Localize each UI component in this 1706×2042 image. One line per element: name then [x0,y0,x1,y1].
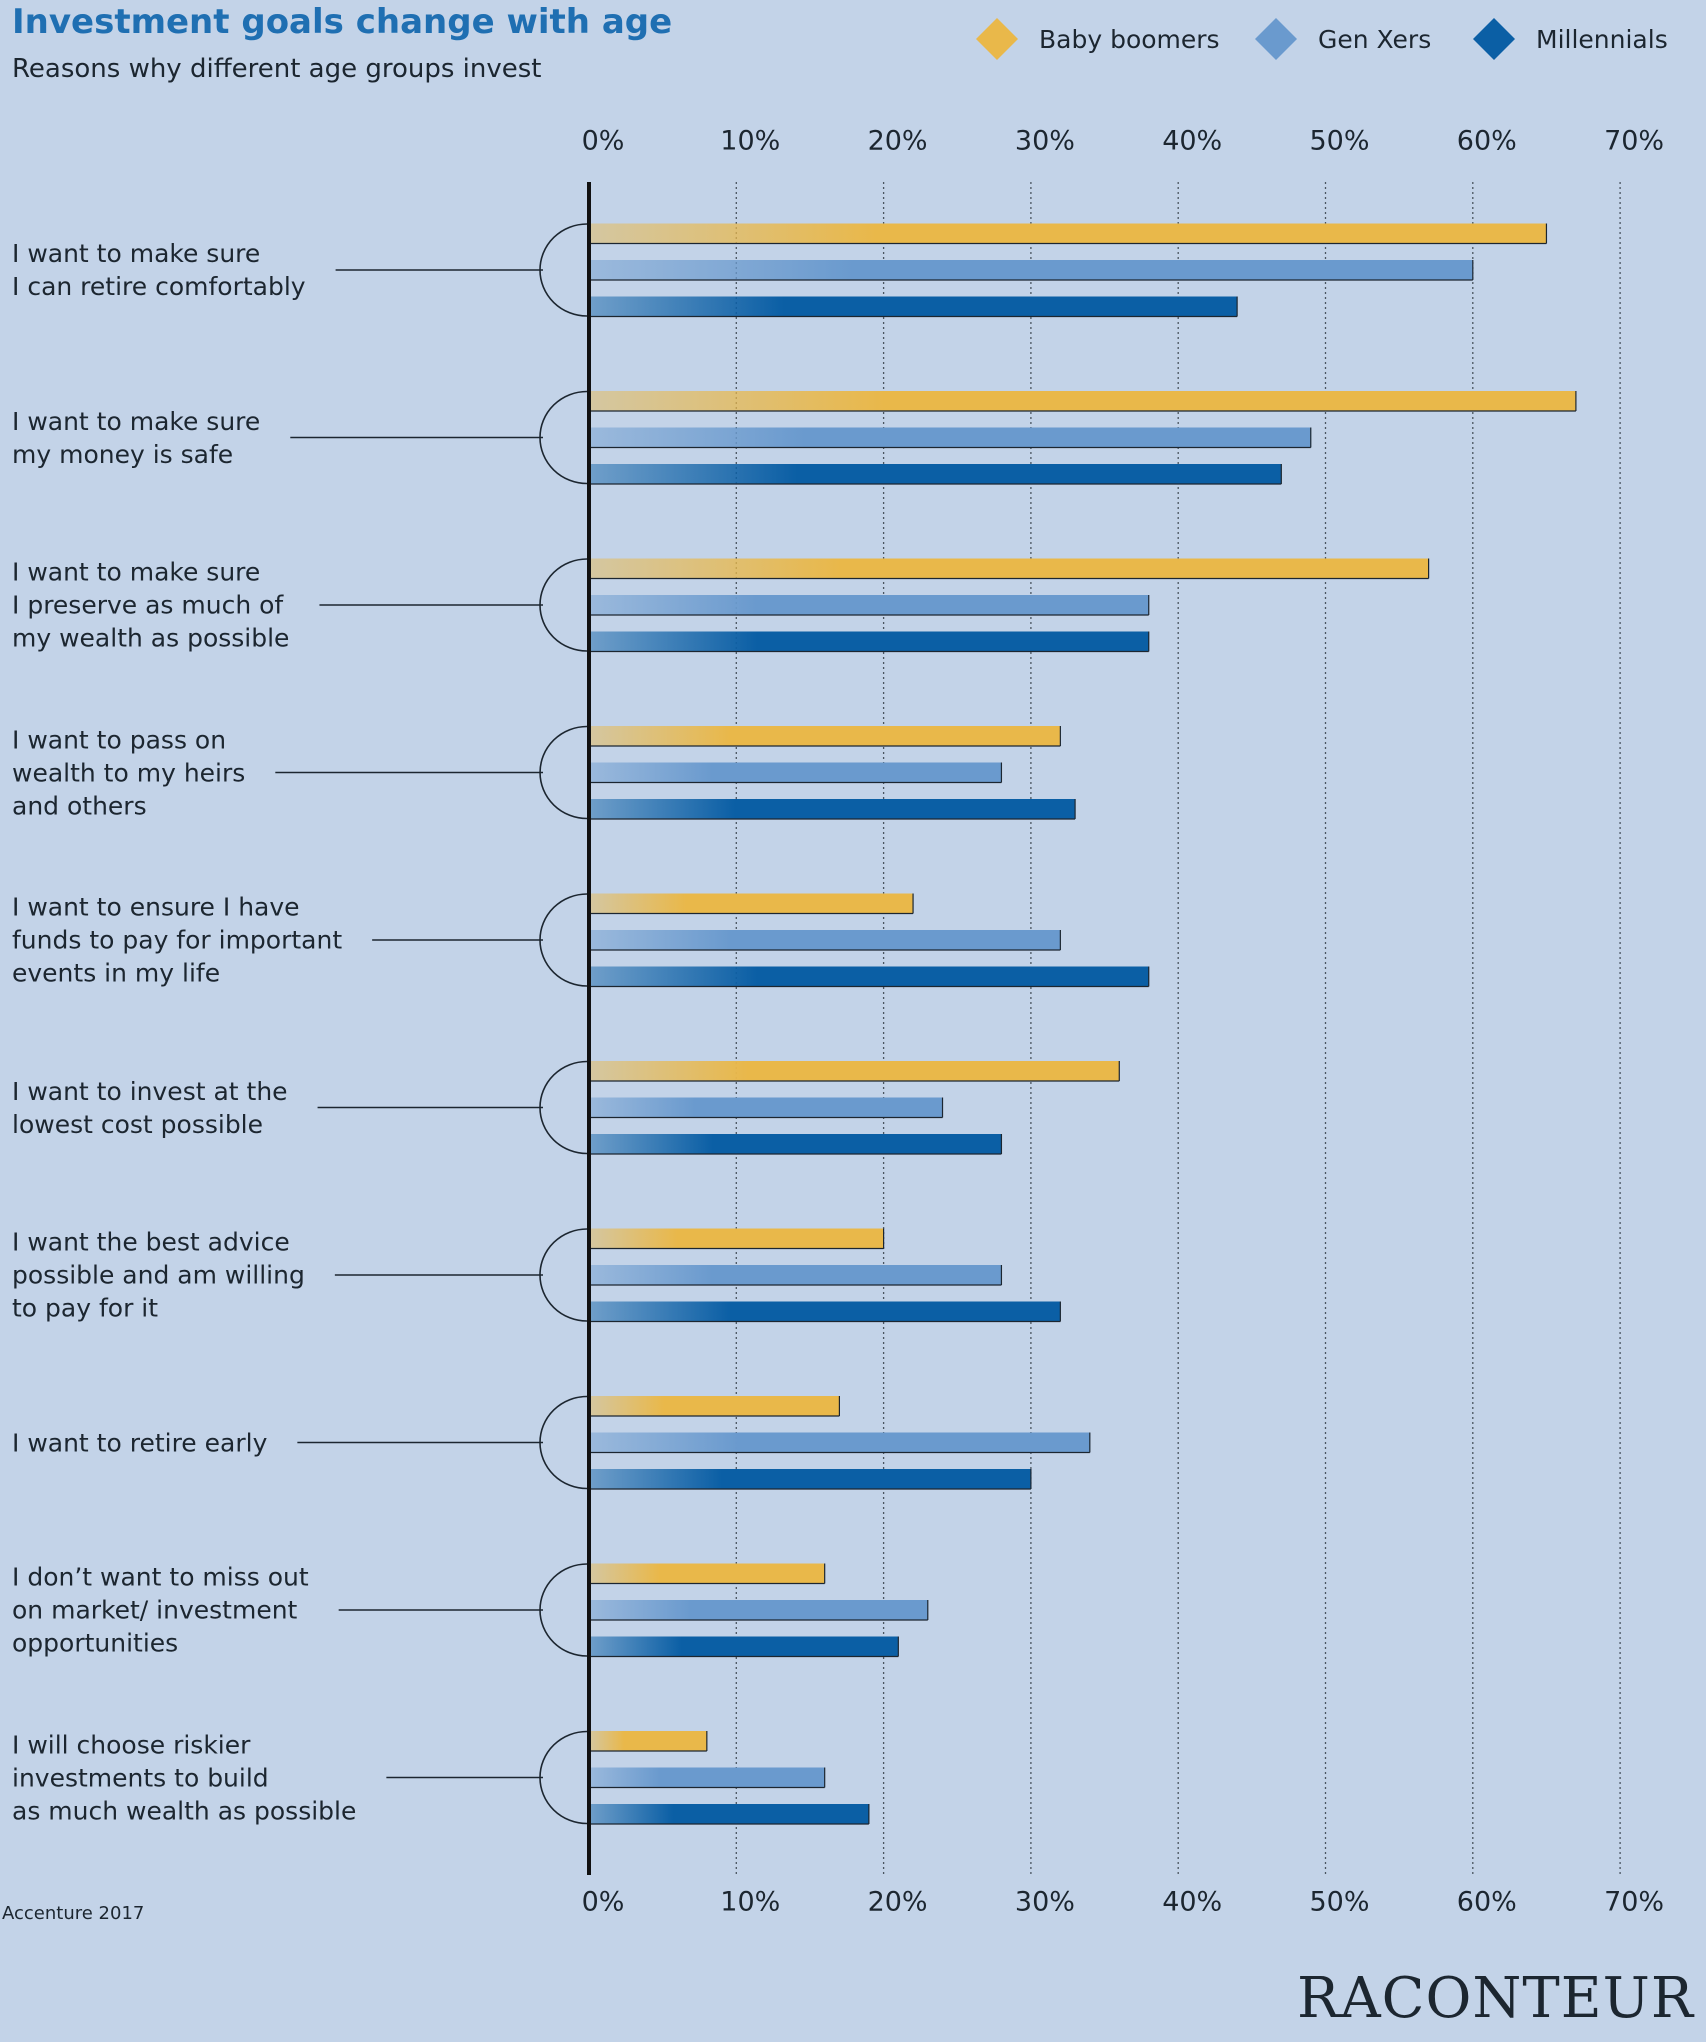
category-label: I will choose riskier investments to bui… [12,1730,357,1825]
bar [589,1134,1002,1154]
bar [589,1600,928,1620]
bar [589,799,1076,819]
category-label: I want the best advice possible and am w… [12,1227,305,1323]
legend-marker [976,18,1018,60]
bar [589,1061,1120,1081]
x-tick-label: 60% [1457,1887,1517,1918]
bar [589,1804,869,1824]
chart-title: Investment goals change with age [12,2,673,42]
x-tick-label: 50% [1309,126,1369,157]
x-tick-label: 0% [582,126,625,157]
x-tick-label: 10% [720,126,780,157]
category-label: I want to pass on wealth to my heirs and… [12,725,246,820]
bar [589,631,1149,652]
category-label: I want to make sure my money is safe [12,406,261,469]
bracket [539,1563,588,1657]
x-tick-label: 20% [868,1887,928,1918]
category-label: I want to make sure I preserve as much o… [12,557,290,653]
bar [589,1731,707,1751]
x-tick-label: 0% [582,1887,625,1918]
legend-marker [1473,18,1515,60]
category-label: I don’t want to miss out on market/ inve… [12,1562,309,1658]
x-tick-label: 40% [1162,1887,1222,1918]
x-tick-label: 30% [1015,126,1075,157]
bar [589,391,1576,411]
category-label: I want to retire early [12,1428,268,1457]
bar [589,1228,884,1249]
bracket [539,1395,588,1490]
bar [589,1563,825,1584]
bracket [539,558,588,652]
bar [589,762,1002,783]
bar [589,260,1473,280]
bar [589,930,1061,950]
bar [589,464,1282,484]
bracket [539,893,588,987]
x-tick-label: 50% [1309,1887,1369,1918]
bar [589,1469,1031,1489]
bar [589,558,1429,579]
x-tick-label: 20% [868,126,928,157]
bar [589,1396,840,1416]
source: Accenture 2017 [2,1903,145,1924]
chart-subtitle: Reasons why different age groups invest [12,54,542,84]
bracket [539,1228,588,1322]
legend-label: Gen Xers [1318,25,1431,54]
brand: RACONTEUR [1297,1966,1694,2031]
legend-label: Millennials [1536,25,1668,54]
x-tick-label: 10% [720,1887,780,1918]
x-tick-label: 70% [1604,1887,1664,1918]
bracket [539,1060,588,1155]
bar [589,1767,825,1788]
x-tick-label: 30% [1015,1887,1075,1918]
legend-marker [1255,18,1297,60]
bracket [539,390,588,485]
bar [589,1097,943,1118]
x-tick-label: 60% [1457,126,1517,157]
bar [589,1265,1002,1285]
x-tick-label: 40% [1162,126,1222,157]
legend-label: Baby boomers [1039,25,1220,54]
bar [589,296,1238,317]
bracket [539,223,588,317]
bar [589,966,1149,987]
category-label: I want to ensure I have funds to pay for… [12,892,343,988]
bar [589,893,914,914]
bar [589,223,1547,244]
bar [589,427,1311,448]
category-label: I want to invest at the lowest cost poss… [12,1076,288,1139]
bar [589,595,1149,615]
bar [589,726,1061,746]
bar [589,1301,1061,1322]
x-tick-label: 70% [1604,126,1664,157]
bracket [539,1730,588,1825]
bracket [539,725,588,820]
category-label: I want to make sure I can retire comfort… [12,239,306,301]
bar [589,1636,899,1657]
bar [589,1432,1090,1453]
